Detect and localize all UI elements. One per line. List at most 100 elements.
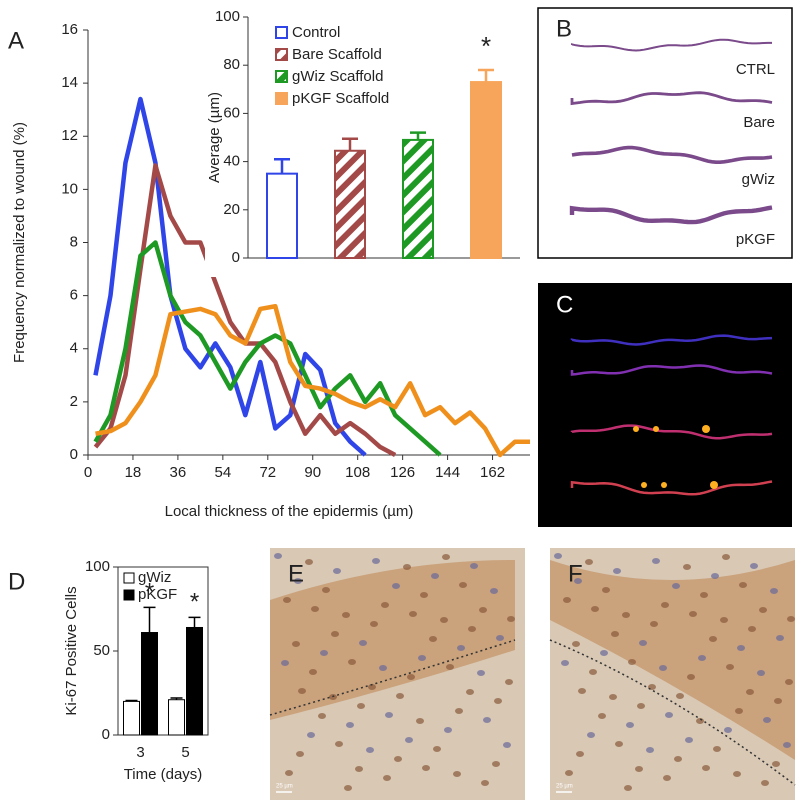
- y-axis-title: Ki-67 Positive Cells: [63, 586, 80, 715]
- nucleus: [665, 712, 673, 718]
- error-bar: [188, 616, 201, 628]
- nucleus: [635, 766, 643, 772]
- nucleus: [496, 635, 504, 641]
- x-tick-label: 18: [125, 464, 142, 481]
- nucleus: [431, 573, 439, 579]
- bar: [168, 699, 185, 736]
- bar: [186, 626, 203, 736]
- nucleus: [711, 573, 719, 579]
- nucleus: [613, 568, 621, 574]
- nucleus: [750, 563, 758, 569]
- nucleus: [481, 780, 489, 786]
- line-series: [93, 240, 442, 457]
- y-tick-label: 16: [61, 21, 78, 38]
- nucleus: [591, 606, 599, 612]
- nucleus: [615, 741, 623, 747]
- panel-letter: A: [8, 27, 24, 54]
- x-axis-title: Time (days): [124, 766, 203, 783]
- hot-spot: [661, 482, 667, 488]
- nucleus: [368, 684, 376, 690]
- nucleus: [457, 645, 465, 651]
- nucleus: [637, 703, 645, 709]
- nucleus: [772, 761, 780, 767]
- tissue-section: [571, 145, 773, 164]
- nucleus: [429, 636, 437, 642]
- nucleus: [490, 588, 498, 594]
- nucleus: [468, 626, 476, 632]
- nucleus: [598, 713, 606, 719]
- y-tick-label: 4: [70, 340, 78, 357]
- nucleus: [650, 621, 658, 627]
- nucleus: [394, 756, 402, 762]
- basement-membrane: [549, 639, 796, 786]
- nucleus: [757, 670, 765, 676]
- nucleus: [409, 611, 417, 617]
- nucleus: [483, 717, 491, 723]
- panel-letter: E: [288, 560, 304, 587]
- x-tick-label: 162: [480, 464, 505, 481]
- scale-bar-label: 25 µm: [556, 784, 573, 790]
- nucleus: [455, 708, 463, 714]
- legend-label: gWiz: [138, 569, 171, 586]
- hot-spot: [653, 426, 659, 432]
- nucleus: [587, 732, 595, 738]
- nucleus: [359, 640, 367, 646]
- nucleus: [311, 606, 319, 612]
- nucleus: [735, 708, 743, 714]
- y-tick-label: 0: [232, 249, 240, 266]
- y-tick-label: 0: [70, 446, 78, 463]
- legend-marker: [123, 572, 135, 584]
- image-frame: [537, 7, 793, 259]
- histology-image: F 25 µm: [549, 548, 796, 800]
- nucleus: [470, 563, 478, 569]
- epidermis: [270, 560, 515, 720]
- nucleus: [733, 771, 741, 777]
- nucleus: [672, 583, 680, 589]
- nucleus: [396, 693, 404, 699]
- nucleus: [770, 588, 778, 594]
- nucleus: [696, 718, 704, 724]
- error-bar: [410, 131, 426, 140]
- nucleus: [628, 659, 636, 665]
- panel-letter: C: [556, 291, 573, 318]
- heatmap-section: [570, 364, 773, 376]
- nucleus: [444, 727, 452, 733]
- nucleus: [281, 660, 289, 666]
- y-tick-label: 10: [61, 180, 78, 197]
- bar: [470, 81, 502, 259]
- bar: [402, 138, 434, 259]
- y-tick-label: 20: [223, 201, 240, 218]
- nucleus: [422, 765, 430, 771]
- significance-marker: *: [145, 579, 154, 606]
- panel-letter: D: [8, 568, 25, 595]
- nucleus: [702, 765, 710, 771]
- row-label: CTRL: [736, 61, 775, 78]
- nucleus: [366, 747, 374, 753]
- heatmap-section: [570, 480, 773, 496]
- legend-label: gWiz Scaffold: [292, 68, 383, 85]
- nucleus: [652, 558, 660, 564]
- nucleus: [416, 718, 424, 724]
- nucleus: [787, 616, 795, 622]
- nucleus: [305, 559, 313, 565]
- nucleus: [748, 626, 756, 632]
- tissue-section: [570, 91, 773, 106]
- nucleus: [407, 674, 415, 680]
- nucleus: [774, 698, 782, 704]
- bar: [266, 172, 298, 259]
- nucleus: [724, 727, 732, 733]
- nucleus: [285, 770, 293, 776]
- nucleus: [477, 670, 485, 676]
- nucleus: [563, 597, 571, 603]
- nucleus: [370, 621, 378, 627]
- nucleus: [335, 741, 343, 747]
- nucleus: [342, 612, 350, 618]
- nucleus: [344, 785, 352, 791]
- nucleus: [322, 587, 330, 593]
- nucleus: [713, 746, 721, 752]
- nucleus: [446, 664, 454, 670]
- nucleus: [685, 737, 693, 743]
- nucleus: [720, 617, 728, 623]
- nucleus: [700, 592, 708, 598]
